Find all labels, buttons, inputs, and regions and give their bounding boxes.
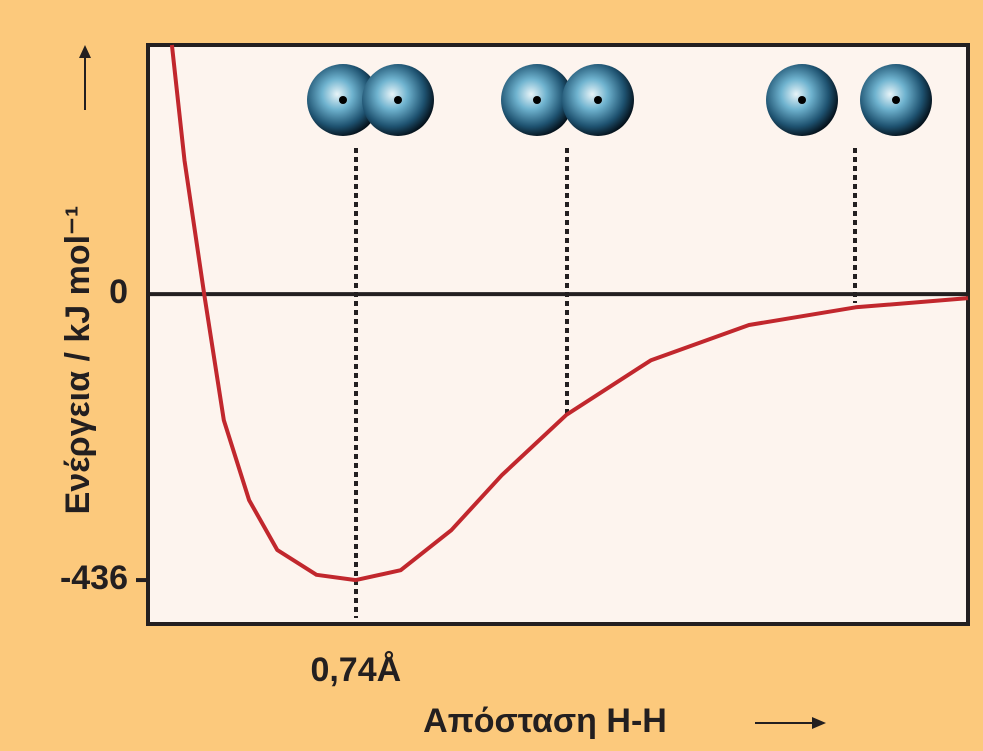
y-tick-label: 0: [109, 273, 128, 311]
y-axis-label: Ενέργεια / kJ mol⁻¹: [59, 206, 97, 515]
x-arrow-head: [812, 717, 826, 729]
plot-area: [146, 43, 970, 626]
y-tick-label: -436: [60, 559, 128, 597]
x-tick-label: 0,74Å: [310, 651, 401, 689]
molecules: [307, 64, 932, 136]
dotted-guides: [354, 148, 857, 618]
x-axis-label: Απόσταση H-H: [423, 702, 667, 740]
y-arrow-head: [79, 45, 91, 58]
curve: [169, 44, 969, 583]
